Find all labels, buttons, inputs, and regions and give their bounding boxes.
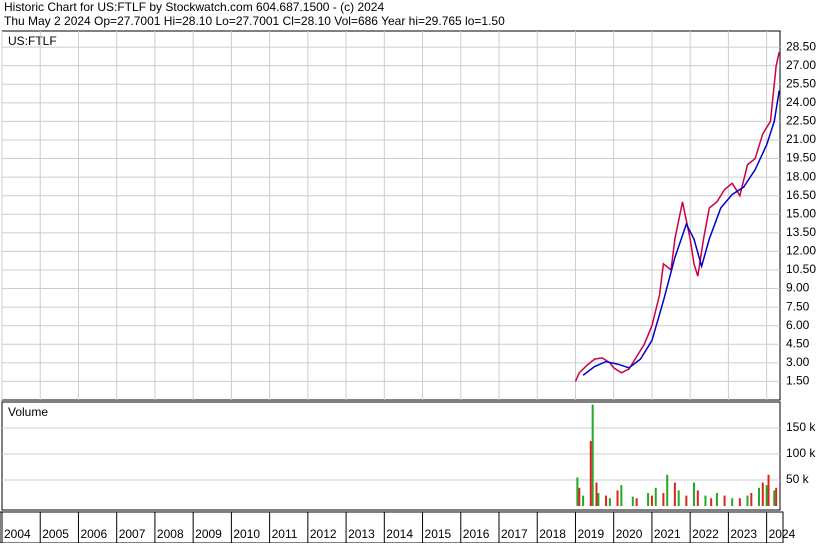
y-tick-label: 18.00	[786, 169, 816, 183]
volume-bar	[773, 490, 776, 506]
header-line: Historic Chart for US:FTLF by Stockwatch…	[4, 0, 384, 14]
y-tick-label: 6.00	[786, 318, 810, 332]
x-tick-label: 2008	[157, 527, 184, 541]
x-tick-label: 2016	[463, 527, 490, 541]
y-tick-label: 21.00	[786, 132, 816, 146]
x-tick-label: 2013	[348, 527, 375, 541]
volume-bar	[761, 482, 764, 506]
x-tick-label: 2009	[195, 527, 222, 541]
volume-bar	[673, 482, 676, 506]
volume-bar	[591, 404, 594, 506]
volume-bar	[666, 474, 669, 506]
y-tick-label: 50 k	[786, 472, 810, 486]
x-tick-label: 2010	[233, 527, 260, 541]
y-tick-label: 25.50	[786, 76, 816, 90]
y-tick-label: 27.00	[786, 58, 816, 72]
volume-bar	[677, 490, 680, 506]
y-tick-label: 16.50	[786, 188, 816, 202]
y-tick-label: 150 k	[786, 420, 816, 434]
x-tick-label: 2024	[769, 527, 796, 541]
volume-bar	[650, 495, 653, 506]
volume-bar	[608, 498, 611, 506]
volume-bar	[595, 482, 598, 506]
x-tick-label: 2022	[692, 527, 719, 541]
volume-bar	[746, 495, 749, 506]
volume-bar	[723, 495, 726, 506]
volume-bar	[765, 485, 768, 506]
price-line	[574, 51, 780, 382]
y-tick-label: 15.00	[786, 206, 816, 220]
volume-bar	[738, 498, 741, 506]
y-tick-label: 9.00	[786, 281, 810, 295]
volume-bar	[635, 498, 638, 506]
volume-bar	[620, 485, 623, 506]
y-tick-label: 3.00	[786, 355, 810, 369]
x-tick-label: 2015	[425, 527, 452, 541]
y-tick-label: 10.50	[786, 262, 816, 276]
y-tick-label: 12.00	[786, 244, 816, 258]
header-line: Thu May 2 2024 Op=27.7001 Hi=28.10 Lo=27…	[4, 14, 505, 28]
y-tick-label: 28.50	[786, 39, 816, 53]
volume-bar	[576, 477, 579, 506]
volume-bar	[654, 487, 657, 506]
y-tick-label: 22.50	[786, 114, 816, 128]
volume-bar	[767, 474, 770, 506]
volume-bar	[685, 495, 688, 506]
volume-bar	[589, 441, 592, 506]
x-tick-label: 2014	[386, 527, 413, 541]
panel-title: US:FTLF	[8, 34, 57, 48]
volume-bar	[731, 498, 734, 506]
volume-bar	[696, 490, 699, 506]
x-tick-label: 2020	[616, 527, 643, 541]
volume-bar	[757, 487, 760, 506]
x-tick-label: 2004	[4, 527, 31, 541]
y-tick-label: 19.50	[786, 151, 816, 165]
x-tick-label: 2018	[539, 527, 566, 541]
x-tick-label: 2019	[577, 527, 604, 541]
x-tick-label: 2007	[119, 527, 146, 541]
x-tick-label: 2006	[80, 527, 107, 541]
volume-bar	[605, 495, 608, 506]
volume-bar	[578, 487, 581, 506]
volume-bar	[775, 487, 778, 506]
x-tick-label: 2017	[501, 527, 528, 541]
volume-bar	[715, 493, 718, 506]
volume-bar	[597, 493, 600, 506]
x-tick-label: 2012	[310, 527, 337, 541]
y-tick-label: 1.50	[786, 374, 810, 388]
volume-bar	[662, 493, 665, 506]
volume-bar	[750, 493, 753, 506]
y-tick-label: 13.50	[786, 225, 816, 239]
y-tick-label: 100 k	[786, 446, 816, 460]
y-tick-label: 24.00	[786, 95, 816, 109]
x-tick-label: 2021	[654, 527, 681, 541]
y-tick-label: 4.50	[786, 336, 810, 350]
price-line	[582, 90, 780, 376]
x-tick-label: 2011	[272, 527, 298, 541]
volume-bar	[582, 495, 585, 506]
volume-panel	[1, 401, 781, 511]
y-tick-label: 7.50	[786, 299, 810, 313]
x-tick-label: 2005	[42, 527, 69, 541]
x-tick-label: 2023	[730, 527, 757, 541]
volume-bar	[631, 496, 634, 506]
panel-title: Volume	[8, 405, 48, 419]
volume-bar	[710, 498, 713, 506]
volume-bar	[616, 490, 619, 506]
volume-bar	[647, 493, 650, 506]
volume-bar	[704, 495, 707, 506]
volume-bar	[692, 482, 695, 506]
